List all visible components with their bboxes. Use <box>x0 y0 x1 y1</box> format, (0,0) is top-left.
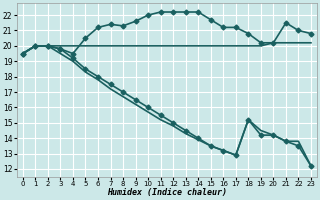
X-axis label: Humidex (Indice chaleur): Humidex (Indice chaleur) <box>107 188 227 197</box>
